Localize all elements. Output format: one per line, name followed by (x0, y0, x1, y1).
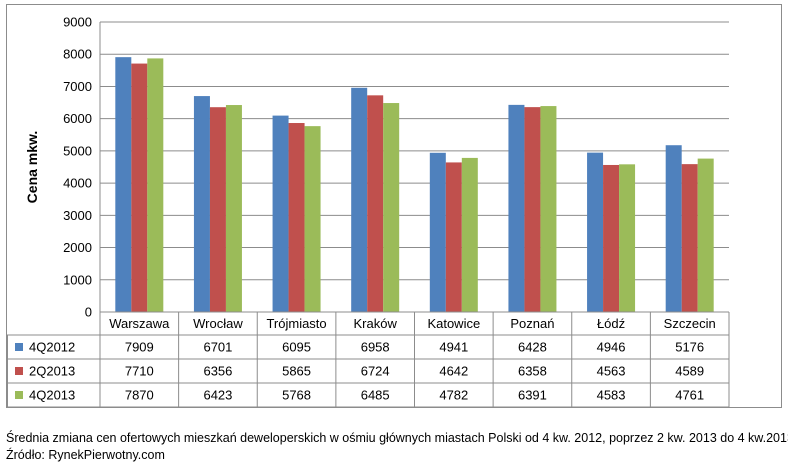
bar-chart: Cena mkw. 0 1000 2000 3000 4000 5000 6000 7000 8… (7, 15, 730, 408)
bar (665, 145, 682, 312)
chart-frame: Cena mkw. 0 1000 2000 3000 4000 5000 6000 7000 8… (6, 4, 782, 408)
x-category-label: Kraków (354, 316, 398, 331)
y-axis-label: Cena mkw. (24, 131, 40, 204)
bar (524, 107, 541, 313)
bar (193, 96, 210, 312)
bar (272, 115, 289, 312)
y-tick-label: 3000 (63, 208, 92, 223)
bar (619, 164, 636, 312)
table-value: 5865 (282, 364, 311, 379)
caption-source: Źródło: RynekPierwotny.com (6, 448, 165, 462)
x-category-label: Wrocław (193, 316, 243, 331)
bar (288, 123, 305, 313)
y-tick-label: 9000 (63, 15, 92, 30)
table-value: 4642 (439, 364, 468, 379)
x-category-label: Warszawa (109, 316, 170, 331)
bar (383, 103, 400, 313)
table-value: 7909 (125, 340, 154, 355)
table-value: 4946 (597, 340, 626, 355)
y-tick-label: 1000 (63, 272, 92, 287)
bar (225, 105, 242, 312)
bar (445, 162, 462, 312)
x-category-label: Łódź (597, 316, 625, 331)
table-value: 4941 (439, 340, 468, 355)
table-value: 6423 (203, 388, 232, 403)
bar (304, 126, 321, 313)
bar (540, 106, 557, 312)
bar (131, 63, 148, 312)
bar (461, 157, 478, 312)
bar (603, 164, 620, 312)
legend-key (15, 391, 23, 399)
y-tick-label: 6000 (63, 111, 92, 126)
table-value: 5176 (675, 340, 704, 355)
table-value: 5768 (282, 388, 311, 403)
y-tick-label: 5000 (63, 143, 92, 158)
table-value: 6485 (361, 388, 390, 403)
table-value: 6356 (203, 364, 232, 379)
table-value: 4782 (439, 388, 468, 403)
table-value: 7870 (125, 388, 154, 403)
legend-key (15, 343, 23, 351)
table-value: 7710 (125, 364, 154, 379)
bar (697, 158, 714, 312)
y-tick-label: 7000 (63, 79, 92, 94)
x-category-label: Katowice (427, 316, 480, 331)
y-tick-label: 2000 (63, 240, 92, 255)
y-tick-label: 4000 (63, 176, 92, 191)
bar (587, 152, 604, 312)
y-tick-label: 0 (85, 305, 92, 320)
y-tick-label: 8000 (63, 47, 92, 62)
table-value: 6958 (361, 340, 390, 355)
legend-key (15, 367, 23, 375)
bar (351, 87, 368, 312)
table-value: 6391 (518, 388, 547, 403)
table-value: 6095 (282, 340, 311, 355)
legend-series-name: 4Q2012 (29, 340, 75, 355)
table-value: 6358 (518, 364, 547, 379)
table-value: 4563 (597, 364, 626, 379)
table-value: 6724 (361, 364, 390, 379)
bar (429, 152, 446, 312)
x-category-label: Szczecin (664, 316, 716, 331)
x-category-label: Trójmiasto (266, 316, 326, 331)
x-category-label: Poznań (510, 316, 554, 331)
figure-caption: Średnia zmiana cen ofertowych mieszkań d… (6, 430, 788, 464)
bar (681, 164, 698, 312)
table-value: 4583 (597, 388, 626, 403)
table-value: 6428 (518, 340, 547, 355)
legend-series-name: 4Q2013 (29, 388, 75, 403)
bar (367, 95, 384, 313)
table-value: 6701 (203, 340, 232, 355)
table-value: 4589 (675, 364, 704, 379)
table-value: 4761 (675, 388, 704, 403)
bar (209, 107, 226, 312)
caption-description: Średnia zmiana cen ofertowych mieszkań d… (6, 431, 788, 445)
bar (147, 58, 164, 313)
bar (115, 57, 132, 312)
legend-series-name: 2Q2013 (29, 364, 75, 379)
bar (508, 104, 525, 313)
